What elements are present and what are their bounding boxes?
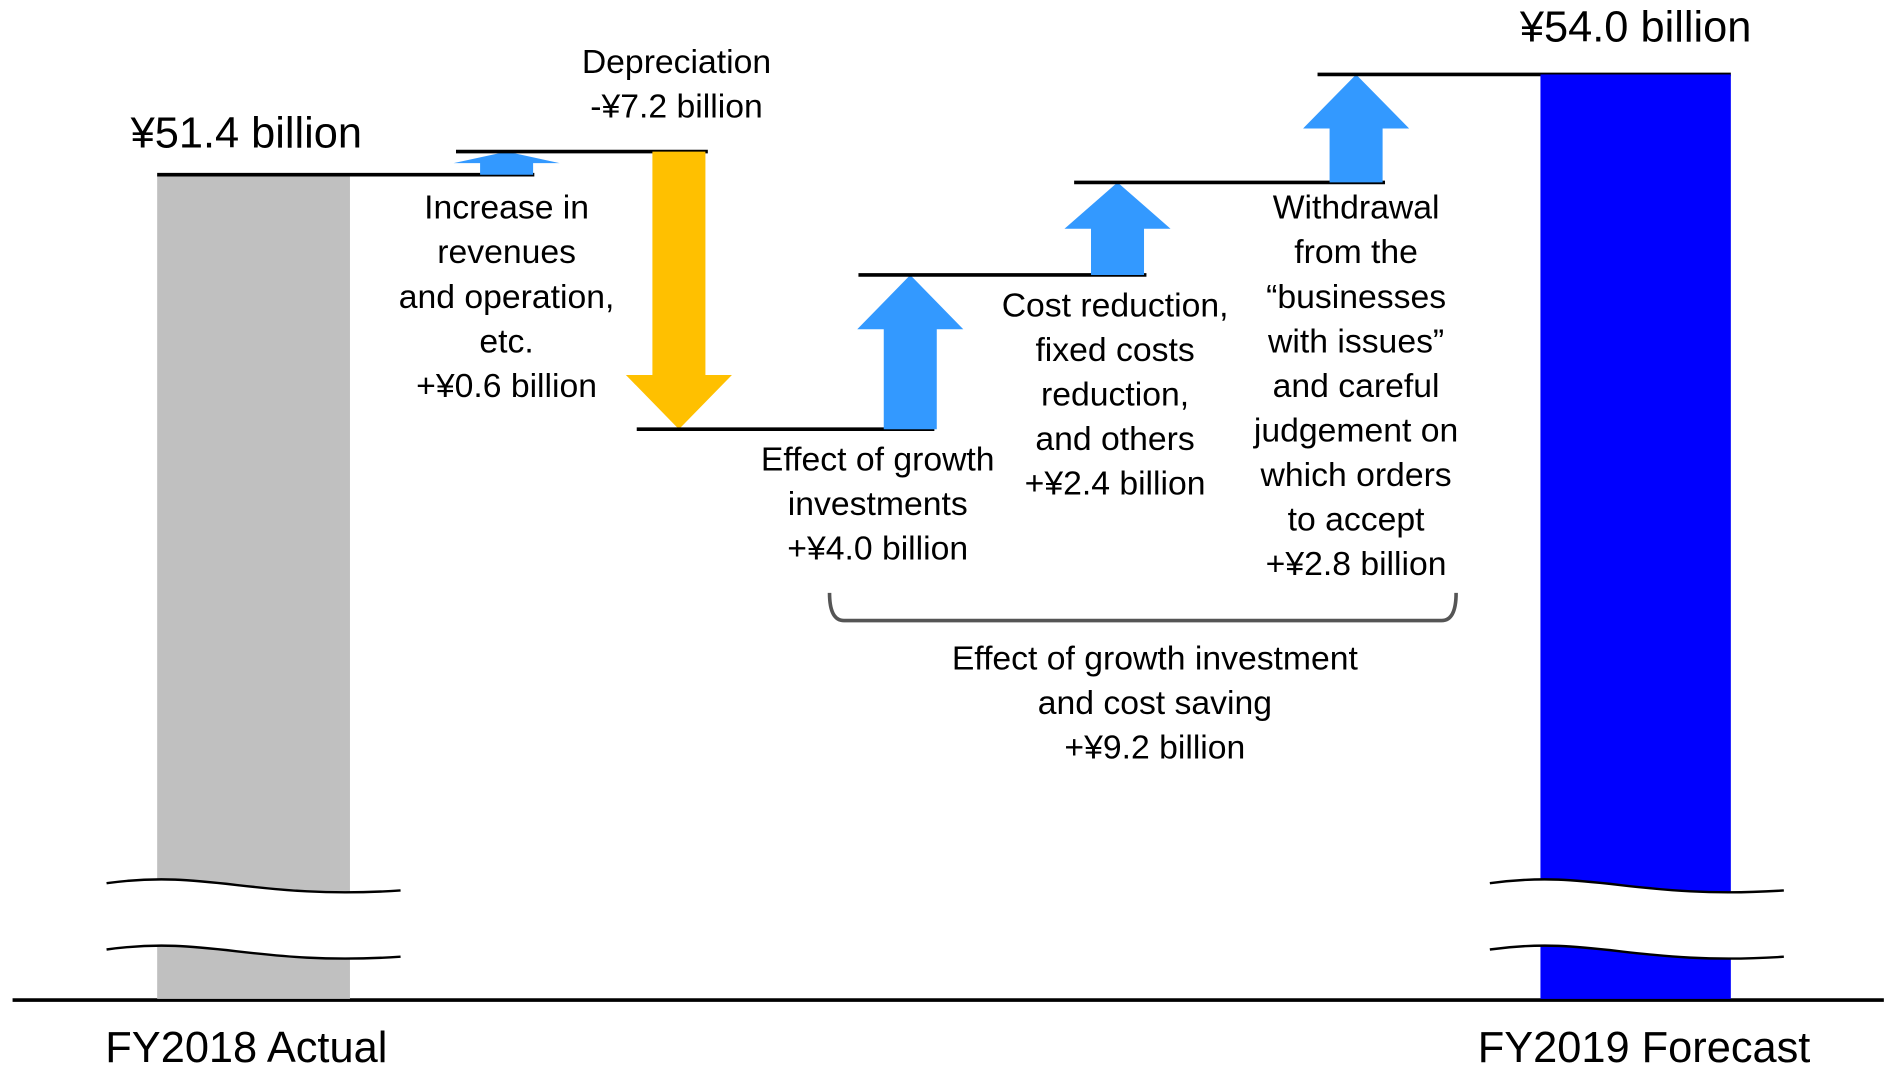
axis-break-line — [106, 944, 401, 960]
category-label: Effect of growth investments — [761, 440, 995, 523]
category-label: Withdrawal from the “businesses with issues… — [1253, 189, 1458, 539]
bracket — [827, 592, 1458, 623]
arrow — [453, 151, 560, 175]
end-bar — [1540, 74, 1731, 999]
axis-break — [106, 879, 401, 959]
axis-break — [1489, 879, 1784, 959]
value-label: +¥4.0 billion — [787, 530, 968, 568]
value-label: +¥2.8 billion — [1266, 545, 1447, 583]
category-label: Increase in revenues and operation, etc. — [399, 189, 615, 361]
bracket-label: Effect of growth investment and cost savi… — [952, 639, 1359, 722]
x-label: FY2018 Actual — [105, 1024, 387, 1070]
bracket-value-label: +¥9.2 billion — [1064, 728, 1245, 766]
start-bar — [157, 174, 350, 999]
axis-break-line — [1489, 878, 1784, 894]
end-value-label: ¥54.0 billion — [1519, 4, 1751, 52]
arrow — [625, 151, 732, 430]
start-value-label: ¥51.4 billion — [130, 110, 362, 158]
category-label: Cost reduction, fixed costs reduction, and … — [1002, 286, 1229, 458]
axis-break-line — [106, 878, 401, 894]
value-label: +¥2.4 billion — [1025, 465, 1206, 503]
category-label: Depreciation — [582, 43, 771, 81]
x-label: FY2019 Forecast — [1478, 1024, 1811, 1070]
axis-break-line — [1489, 944, 1784, 960]
arrow — [1064, 182, 1171, 275]
arrow — [1303, 74, 1410, 183]
value-label: +¥0.6 billion — [416, 367, 597, 405]
arrow — [857, 274, 964, 430]
value-label: -¥7.2 billion — [590, 87, 762, 125]
